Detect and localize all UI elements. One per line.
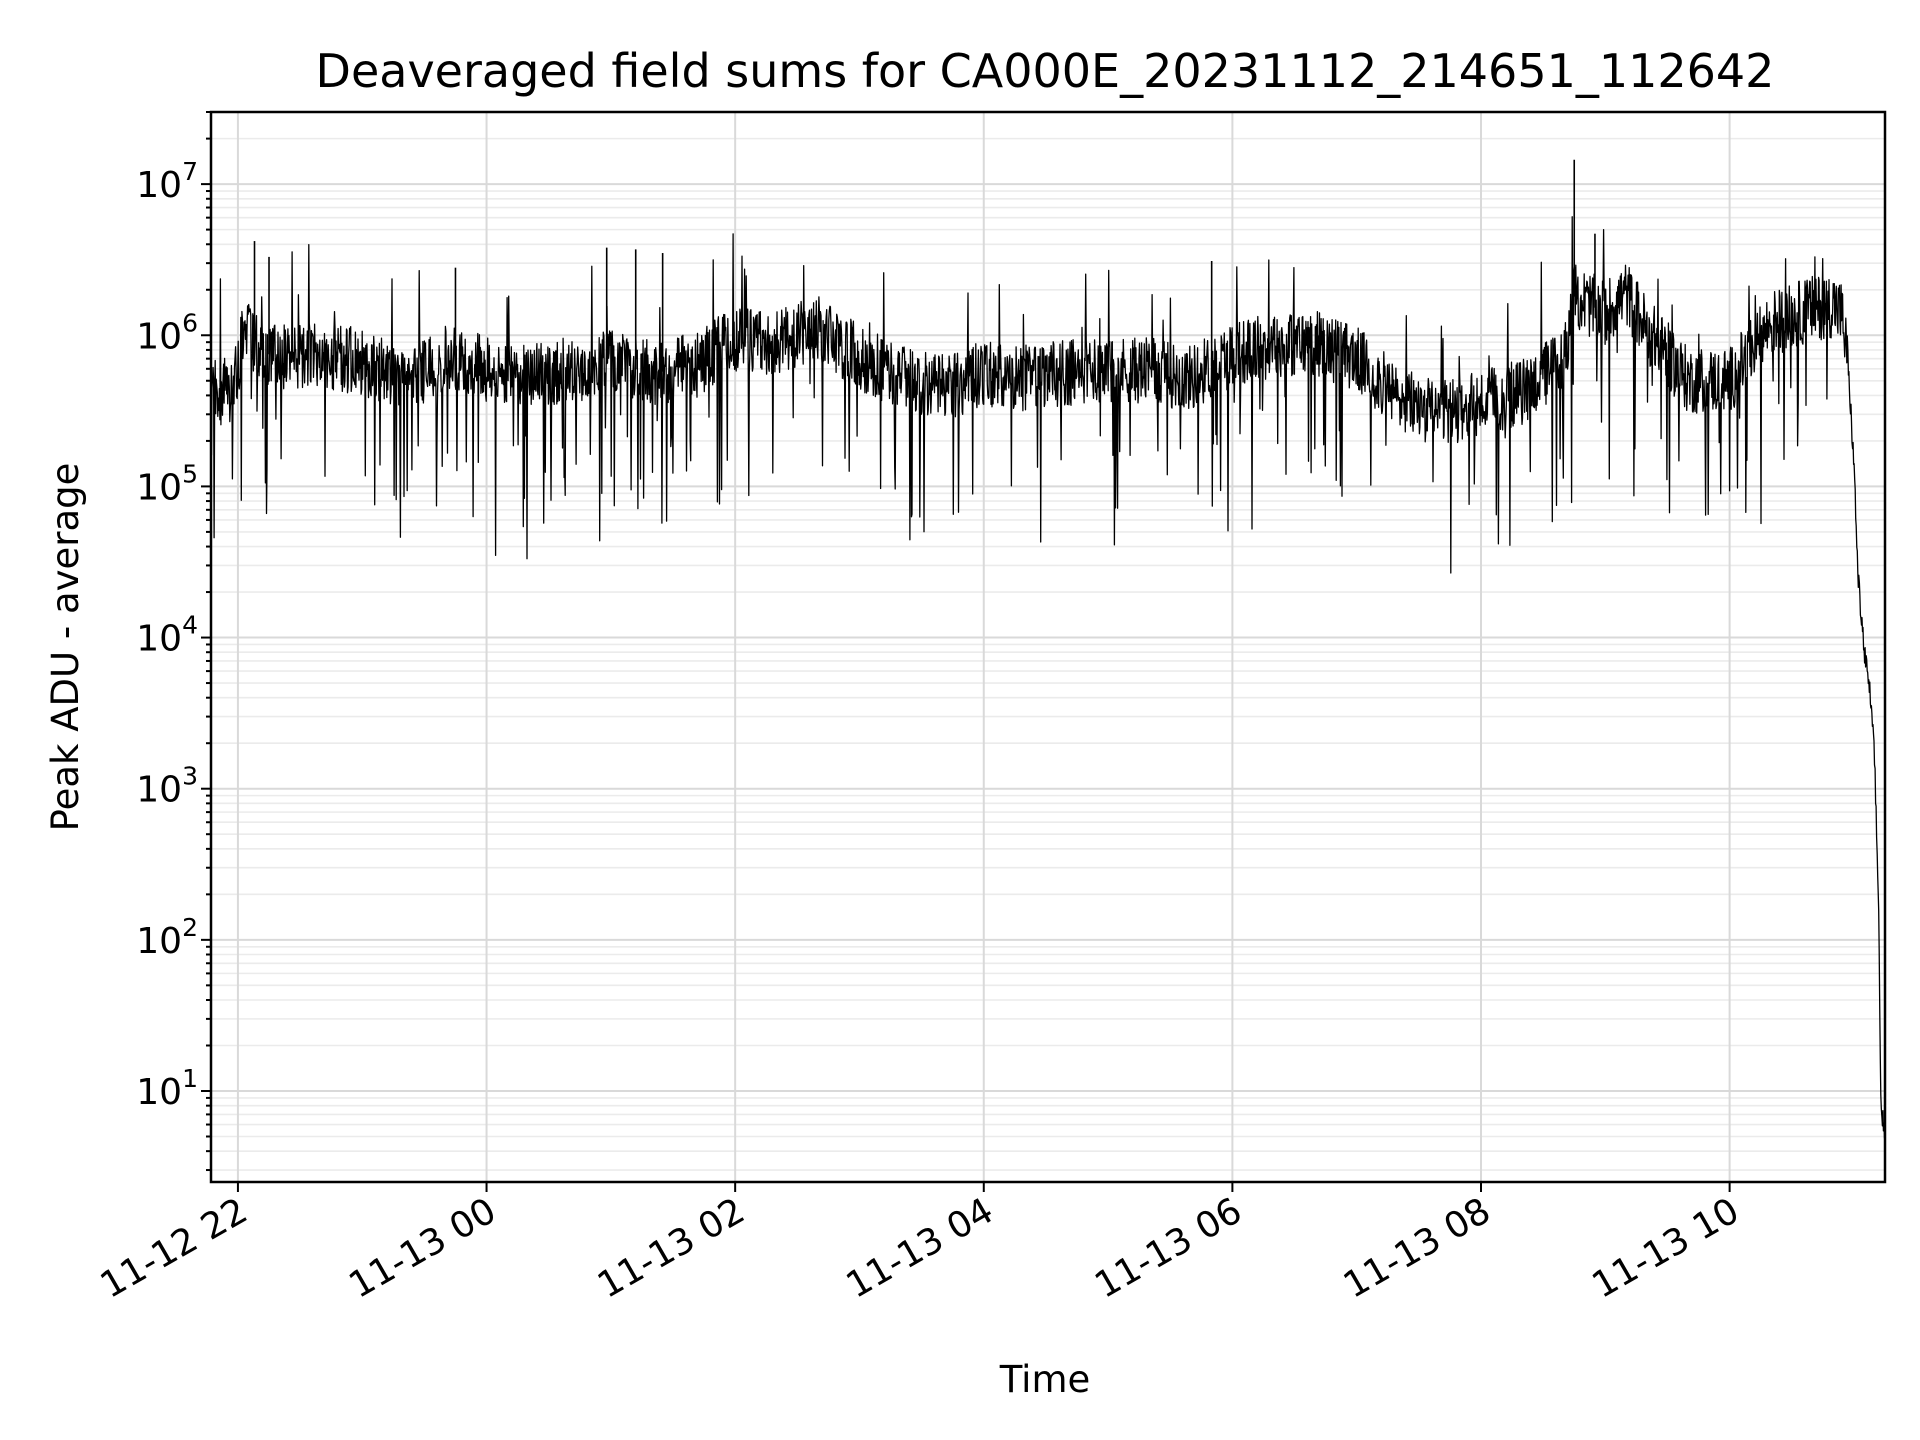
y-axis-label: Peak ADU - average [44, 463, 87, 832]
y-tick-exponent: 5 [182, 459, 198, 488]
y-tick-exponent: 2 [182, 913, 198, 942]
x-axis-label: Time [999, 1358, 1091, 1401]
y-tick-base: 10 [136, 165, 182, 206]
y-tick-exponent: 7 [182, 157, 198, 186]
x-tick-label: 11-13 00 [342, 1190, 503, 1306]
y-tick-label: 106 [136, 308, 198, 357]
y-tick-label: 101 [136, 1064, 198, 1113]
y-tick-label: 102 [136, 913, 198, 962]
series-line [210, 216, 1886, 1139]
y-tick-label: 103 [136, 762, 198, 811]
y-tick-base: 10 [136, 1072, 182, 1113]
x-tick-label: 11-13 08 [1337, 1190, 1498, 1306]
x-tick-label: 11-13 04 [840, 1190, 1001, 1306]
axis-ticks [201, 111, 1731, 1192]
y-tick-exponent: 4 [182, 611, 198, 640]
chart-title: Deaveraged field sums for CA000E_2023111… [316, 44, 1775, 98]
x-tick-labels: 11-12 22 11-13 00 11-13 02 11-13 04 11-13 06… [94, 1190, 1746, 1306]
x-tick-label: 11-12 22 [94, 1190, 255, 1306]
plot-frame [209, 110, 1887, 1184]
y-tick-exponent: 1 [182, 1064, 198, 1093]
x-tick-label: 11-13 02 [591, 1190, 752, 1306]
y-tick-base: 10 [136, 467, 182, 508]
y-tick-base: 10 [136, 619, 182, 660]
x-tick-label: 11-13 06 [1088, 1190, 1249, 1306]
grid-lines [211, 111, 1885, 1182]
y-tick-label: 107 [136, 157, 198, 206]
y-tick-exponent: 6 [182, 308, 198, 337]
y-tick-base: 10 [136, 921, 182, 962]
y-tick-label: 104 [136, 611, 198, 660]
data-line-layer [210, 159, 1886, 1139]
y-tick-base: 10 [136, 316, 182, 357]
x-tick-label: 11-13 10 [1585, 1190, 1746, 1306]
y-tick-exponent: 3 [182, 762, 198, 791]
y-tick-base: 10 [136, 770, 182, 811]
y-tick-label: 105 [136, 459, 198, 508]
